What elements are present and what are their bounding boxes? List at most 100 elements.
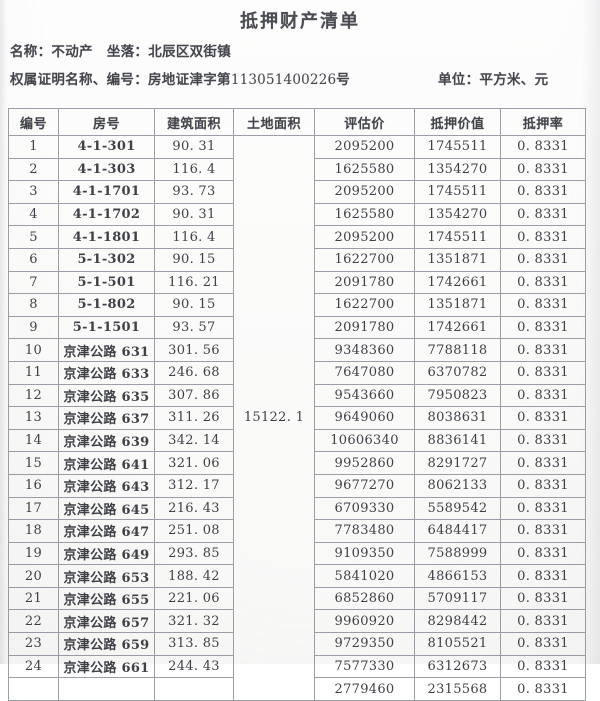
- cell-room: 京津公路 635: [58, 383, 155, 408]
- cell-appraised-value: 10606340: [314, 428, 415, 453]
- cell-appraised-value: 2779460: [314, 677, 415, 701]
- table-row: 20 京津公路 653 188. 42 5841020 4866153 0. 8331: [8, 564, 586, 588]
- cell-mortgage-value: 1354270: [414, 202, 501, 227]
- cell-mortgage-rate: 0. 8331: [500, 586, 586, 611]
- table-row: 1 4-1-301 90. 31 15122. 1 2095200 1745511 0. 8…: [8, 135, 586, 701]
- cell-building-area: 312. 17: [154, 473, 234, 498]
- cell-mortgage-rate: 0. 8331: [500, 270, 586, 295]
- cell-appraised-value: 6709330: [314, 496, 415, 521]
- cell-building-area: 93. 73: [154, 180, 234, 204]
- cell-mortgage-value: 1745511: [414, 135, 501, 159]
- unit-value: 平方米、元: [479, 72, 549, 88]
- cell-mortgage-rate: 0. 8331: [500, 293, 586, 317]
- cell-mortgage-value: 8291727: [414, 451, 501, 475]
- cell-appraised-value: 9729350: [314, 632, 415, 656]
- cell-appraised-value: 9348360: [314, 338, 415, 362]
- cell-index: 1: [8, 135, 59, 159]
- table-row: 12 京津公路 635 307. 86 9543660 7950823 0. 8331: [8, 383, 586, 408]
- cell-building-area: 246. 68: [154, 360, 234, 385]
- cell-index: 18: [8, 519, 59, 543]
- cell-mortgage-value: 7588999: [414, 541, 501, 566]
- cell-mortgage-rate: 0. 8331: [500, 135, 586, 159]
- cell-mortgage-rate: 0. 8331: [500, 496, 586, 521]
- cell-room: 京津公路 631: [58, 338, 155, 362]
- cell-index: 11: [8, 360, 59, 385]
- cell-appraised-value: 5841020: [314, 564, 415, 588]
- cell-building-area: 93. 57: [154, 315, 234, 340]
- cell-appraised-value: 1625580: [314, 202, 415, 227]
- cell-building-area: 321. 06: [154, 451, 234, 475]
- cell-building-area: 216. 43: [154, 496, 234, 521]
- cell-index: 17: [8, 496, 59, 521]
- cell-mortgage-rate: 0. 8331: [500, 451, 586, 475]
- cell-building-area: 251. 08: [154, 519, 234, 543]
- cell-mortgage-rate: 0. 8331: [500, 406, 586, 430]
- table-row: 15 京津公路 641 321. 06 9952860 8291727 0. 8331: [8, 451, 586, 475]
- unit-note: 单位：平方米、元: [438, 71, 548, 89]
- cell-index: 3: [8, 180, 59, 204]
- cell-mortgage-value: 1351871: [414, 293, 501, 317]
- cell-building-area: 116. 4: [154, 225, 234, 249]
- cell-mortgage-value: 1745511: [414, 180, 501, 204]
- cell-appraised-value: 9677270: [314, 473, 415, 498]
- cell-mortgage-rate: 0. 8331: [500, 564, 586, 588]
- cell-mortgage-rate: 0. 8331: [500, 654, 586, 679]
- cell-mortgage-value: 1742661: [414, 270, 501, 295]
- table-row: 9 5-1-1501 93. 57 2091780 1742661 0. 8331: [8, 315, 586, 340]
- cell-building-area: 311. 26: [154, 406, 234, 430]
- certificate-label: 权属证明名称、编号：: [10, 72, 148, 88]
- cell-mortgage-rate: 0. 8331: [500, 609, 586, 634]
- table-header-row: 编号 房号 建筑面积 土地面积 评估价 抵押价值 抵押率: [8, 108, 586, 136]
- cell-appraised-value: 7577330: [314, 654, 415, 679]
- cell-index: 24: [8, 654, 59, 679]
- cell-mortgage-value: 5709117: [414, 586, 501, 611]
- cell-mortgage-value: 2315568: [414, 677, 501, 701]
- cell-building-area: 90. 31: [154, 202, 234, 227]
- cell-mortgage-value: 7788118: [414, 338, 501, 362]
- unit-label: 单位：: [438, 72, 480, 88]
- cell-mortgage-value: 8062133: [414, 473, 501, 498]
- column-header-building-area: 建筑面积: [154, 108, 234, 136]
- certificate-suffix: 号: [336, 72, 351, 88]
- cell-appraised-value: 9649060: [314, 406, 415, 430]
- cell-building-area: 307. 86: [154, 383, 234, 408]
- cell-appraised-value: 2091780: [314, 315, 415, 340]
- cell-index: 20: [8, 564, 59, 588]
- mortgage-property-table-wrap: 编号 房号 建筑面积 土地面积 评估价 抵押价值 抵押率 1 4-1-301 90.…: [8, 108, 586, 701]
- cell-mortgage-rate: 0. 8331: [500, 428, 586, 453]
- cell-mortgage-rate: 0. 8331: [500, 180, 586, 204]
- cell-room: 京津公路 643: [58, 473, 155, 498]
- cell-index: 13: [8, 406, 59, 430]
- cell-room: 4-1-303: [58, 157, 155, 182]
- cell-room: 京津公路 661: [58, 654, 155, 679]
- mortgage-property-table: 编号 房号 建筑面积 土地面积 评估价 抵押价值 抵押率 1 4-1-301 90.…: [8, 108, 586, 701]
- certificate-prefix: 房地证津字第: [148, 72, 231, 88]
- cell-index: 22: [8, 609, 59, 634]
- cell-mortgage-value: 1354270: [414, 157, 501, 182]
- cell-building-area: 116. 21: [154, 270, 234, 295]
- cell-building-area: 321. 32: [154, 609, 234, 634]
- table-row: 10 京津公路 631 301. 56 9348360 7788118 0. 8331: [8, 338, 586, 362]
- table-row: 6 5-1-302 90. 15 1622700 1351871 0. 8331: [8, 247, 586, 272]
- column-header-mortgage-rate: 抵押率: [500, 108, 586, 136]
- table-row: 8 5-1-802 90. 15 1622700 1351871 0. 8331: [8, 293, 586, 317]
- cell-room: 京津公路 639: [58, 428, 155, 453]
- meta-line-name-location: 名称：不动产 坐落：北辰区双街镇: [0, 43, 600, 61]
- cell-index: 2: [8, 157, 59, 182]
- table-row: 4 4-1-1702 90. 31 1625580 1354270 0. 8331: [8, 202, 586, 227]
- cell-building-area: 342. 14: [154, 428, 234, 453]
- cell-room: 5-1-501: [58, 270, 155, 295]
- cell-index: 19: [8, 541, 59, 566]
- cell-appraised-value: 1622700: [314, 247, 415, 272]
- cell-room: [58, 677, 155, 701]
- cell-room: 京津公路 659: [58, 632, 155, 656]
- cell-room: 5-1-802: [58, 293, 155, 317]
- column-header-index: 编号: [8, 108, 59, 136]
- table-row: 23 京津公路 659 313. 85 9729350 8105521 0. 8331: [8, 632, 586, 656]
- cell-room: 京津公路 637: [58, 406, 155, 430]
- cell-building-area: [154, 677, 234, 701]
- cell-room: 京津公路 641: [58, 451, 155, 475]
- cell-mortgage-rate: 0. 8331: [500, 677, 586, 701]
- cell-mortgage-rate: 0. 8331: [500, 202, 586, 227]
- cell-appraised-value: 2095200: [314, 135, 415, 159]
